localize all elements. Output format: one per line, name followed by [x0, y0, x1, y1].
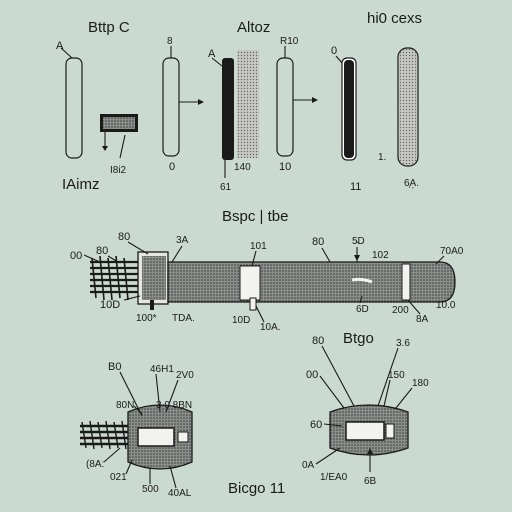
label-zero-1: 0	[169, 161, 175, 173]
bottom-right-assembly	[329, 404, 409, 456]
tube-6-dotted	[397, 47, 419, 167]
label-bl-2v0: 2V0	[176, 370, 194, 381]
label-br-6b: 6B	[364, 476, 377, 487]
label-140: 140	[234, 162, 251, 173]
bristle-fringe	[90, 255, 138, 301]
label-2a: 8	[167, 36, 173, 47]
tube-3-dark	[222, 58, 234, 160]
label-small-1: I8i2	[110, 165, 127, 176]
label-mid-8a: 8A	[416, 314, 429, 325]
label-mid-10da: 10D	[232, 315, 250, 326]
label-mid-10a: 10A.	[260, 322, 281, 333]
label-br-00: 00	[306, 369, 318, 381]
label-ss: 6̩A̩.	[404, 178, 419, 189]
label-mid-5d: 5̵D	[352, 236, 365, 247]
label-mid-80a: 80	[96, 245, 108, 257]
label-bl-8a: (8A:	[86, 459, 104, 470]
label-mid-70a: 70A0	[440, 246, 464, 257]
title-top-right: hi0 cexs	[367, 10, 422, 27]
shaft	[167, 261, 456, 303]
bottom-left-assembly	[80, 404, 193, 470]
label-a2: A	[208, 48, 216, 60]
label-bl-b0: B0	[108, 361, 121, 373]
label-mid-10d: 10D	[100, 299, 120, 311]
label-br-60: 60	[310, 419, 322, 431]
label-mid-80c: 80	[312, 236, 324, 248]
tube-1	[65, 57, 83, 159]
tube-4	[276, 57, 294, 157]
label-bl-80n: 80N	[116, 400, 134, 411]
title-top-center: Altoz	[237, 19, 270, 36]
label-bl-46h1: 46H1	[150, 364, 174, 375]
label-br-1ea0: 1/EA0	[320, 472, 348, 483]
label-mid-00: 00	[70, 250, 82, 262]
tube-3-dotted	[237, 50, 259, 158]
shaft-ring	[239, 265, 261, 301]
label-1: 1.	[378, 152, 386, 163]
label-br-0a: 0A	[302, 460, 315, 471]
label-bl-40al: 40AL	[168, 488, 192, 499]
label-r10: R10	[280, 36, 299, 47]
label-mid-101: 101	[250, 241, 267, 252]
label-bl-500: 500	[142, 484, 159, 495]
label-bl-021: 021	[110, 472, 127, 483]
label-br-180: 180	[412, 378, 429, 389]
label-mid-100b: 10.0	[436, 300, 456, 311]
label-mid-80b: 80	[118, 231, 130, 243]
title-bottom-center: Bicgo 11	[228, 480, 285, 497]
tube-2	[162, 57, 180, 157]
title-mid-center: Bspc | tbe	[222, 208, 288, 225]
label-mid-6d: 6D	[356, 304, 369, 315]
label-mid-3a: 3A	[176, 235, 189, 246]
label-mid-200: 200	[392, 305, 409, 316]
label-mid-102: 102	[372, 250, 389, 261]
title-bottom-right: Btgo	[343, 330, 374, 347]
label-zero-2: 0	[331, 45, 337, 57]
label-10: 10	[279, 161, 291, 173]
label-bl-308bn: 3 0 8BN	[156, 400, 192, 411]
label-11: 11	[350, 181, 361, 193]
label-bottom-left: IAimz	[62, 176, 100, 193]
label-br-36: 3.6	[396, 338, 410, 349]
label-61: 61	[220, 182, 232, 193]
label-br-80: 80	[312, 335, 324, 347]
label-a1: A	[56, 40, 64, 52]
label-mid-tda: TDA.	[172, 313, 195, 324]
title-top-left: Bttp C	[88, 19, 130, 36]
label-br-150: 150	[388, 370, 405, 381]
label-mid-100: 100*	[136, 313, 157, 324]
